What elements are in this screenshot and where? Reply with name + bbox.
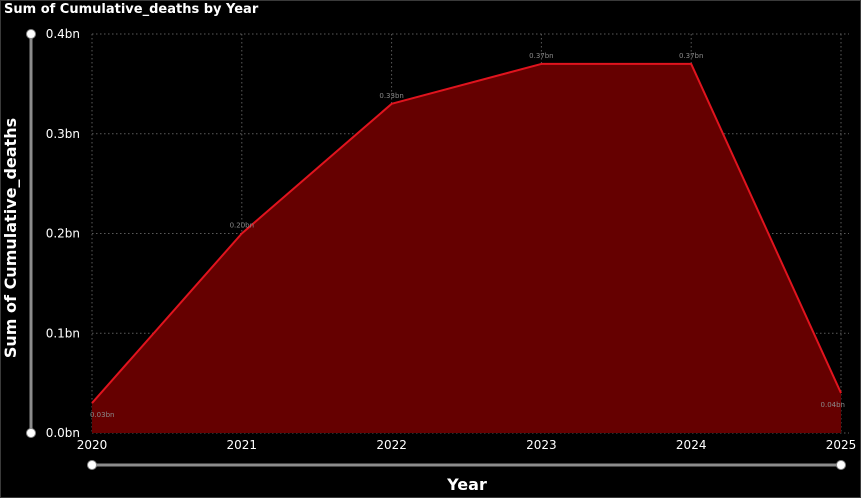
data-labels: 0.03bn 0.20bn 0.33bn 0.37bn 0.37bn 0.04bn	[90, 52, 845, 419]
y-tick-label: 0.4bn	[46, 27, 80, 41]
data-label: 0.37bn	[679, 52, 703, 60]
y-tick-label: 0.2bn	[46, 227, 80, 241]
x-tick-label: 2021	[227, 438, 258, 452]
chart-title: Sum of Cumulative_deaths by Year	[4, 2, 259, 17]
y-axis: 0.0bn 0.1bn 0.2bn 0.3bn 0.4bn	[26, 27, 80, 440]
x-tick-label: 2024	[676, 438, 707, 452]
data-label: 0.20bn	[230, 222, 254, 230]
x-tick-label: 2023	[526, 438, 557, 452]
x-axis-title: Year	[446, 475, 487, 494]
data-label: 0.33bn	[379, 92, 403, 100]
x-axis: 2020 2021 2022 2023 2024 2025	[77, 438, 857, 470]
x-zoom-slider-left-handle[interactable]	[87, 460, 97, 470]
data-label: 0.04bn	[821, 401, 845, 409]
x-zoom-slider-right-handle[interactable]	[836, 460, 846, 470]
x-tick-label: 2020	[77, 438, 108, 452]
data-label: 0.37bn	[529, 52, 553, 60]
x-tick-label: 2022	[376, 438, 407, 452]
y-tick-label: 0.0bn	[46, 426, 80, 440]
x-tick-label: 2025	[826, 438, 857, 452]
y-tick-label: 0.3bn	[46, 127, 80, 141]
series-area	[91, 62, 842, 434]
data-label: 0.03bn	[90, 411, 114, 419]
y-tick-label: 0.1bn	[46, 326, 80, 340]
y-zoom-slider-top-handle[interactable]	[26, 29, 36, 39]
y-axis-title: Sum of Cumulative_deaths	[1, 118, 20, 358]
y-zoom-slider-bottom-handle[interactable]	[26, 428, 36, 438]
series-line	[91, 62, 842, 404]
area-fill	[92, 63, 841, 434]
